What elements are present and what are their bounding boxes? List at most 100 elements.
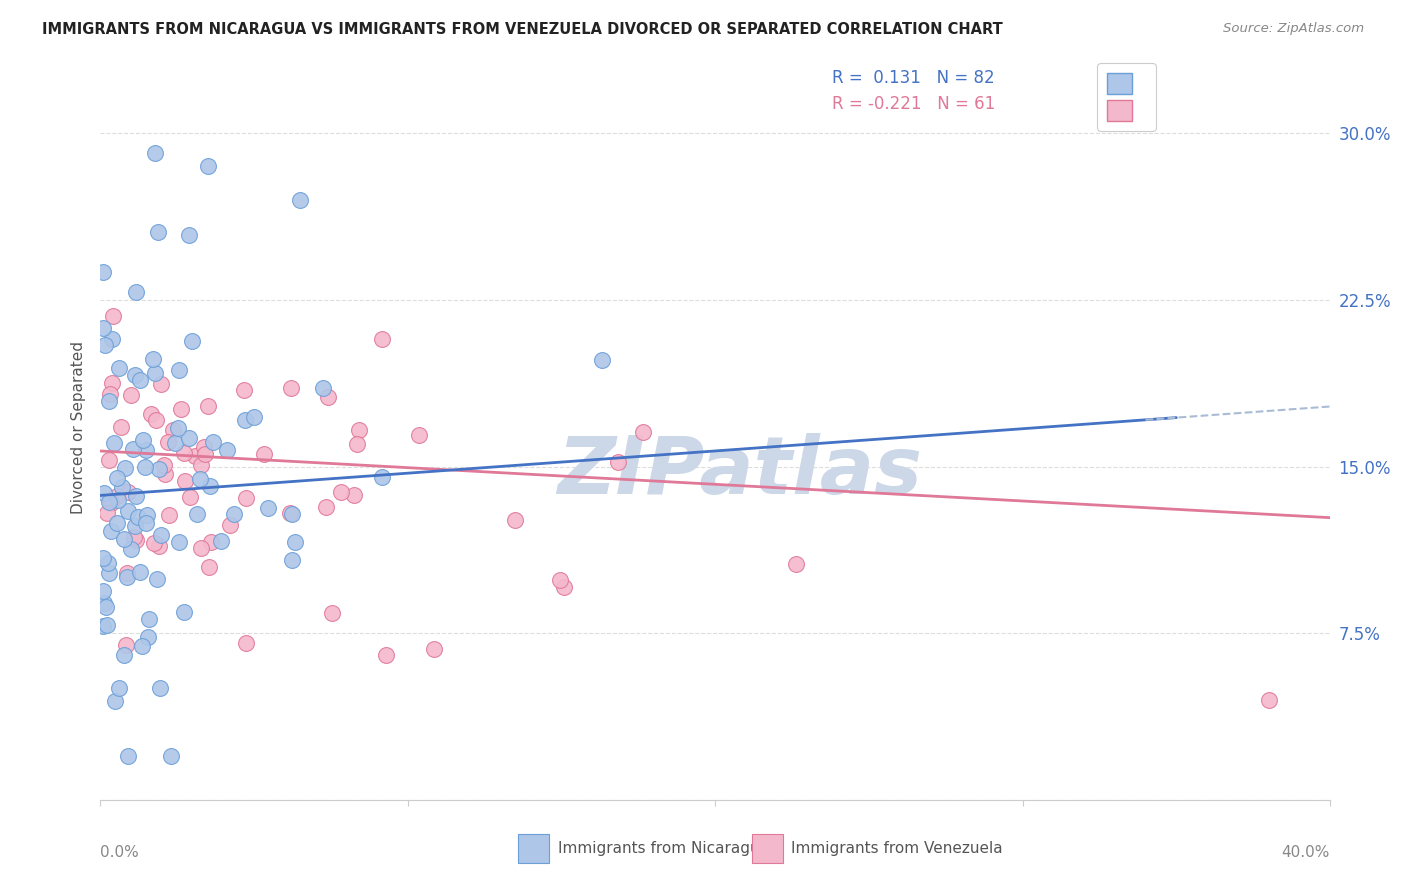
Point (183, 449, 205, 463)
Point (127, 509, 149, 524)
Point (135, 516, 157, 530)
Point (120, 541, 142, 556)
Point (153, 458, 176, 473)
Point (124, 368, 146, 383)
Point (128, 566, 150, 580)
Point (219, 518, 242, 533)
Point (122, 442, 145, 456)
Point (257, 501, 280, 516)
Point (111, 480, 134, 494)
Text: ZIPatlas: ZIPatlas (557, 434, 922, 511)
Point (131, 639, 153, 653)
Point (318, 390, 340, 404)
Point (98, 394, 121, 409)
Point (101, 376, 124, 390)
Point (243, 409, 266, 424)
Point (125, 533, 148, 547)
Point (93, 596, 115, 610)
Point (215, 443, 238, 458)
Text: Source: ZipAtlas.com: Source: ZipAtlas.com (1223, 22, 1364, 36)
Point (150, 376, 173, 391)
Point (146, 225, 169, 239)
Point (232, 383, 254, 397)
Point (315, 500, 337, 514)
Point (209, 534, 232, 549)
Point (124, 530, 146, 544)
Point (98, 566, 121, 580)
Point (173, 605, 195, 619)
Point (284, 535, 307, 549)
Point (160, 748, 183, 763)
Point (117, 569, 139, 583)
Text: IMMIGRANTS FROM NICARAGUA VS IMMIGRANTS FROM VENEZUELA DIVORCED OR SEPARATED COR: IMMIGRANTS FROM NICARAGUA VS IMMIGRANTS … (42, 22, 1002, 37)
Text: Immigrants from Nicaragua: Immigrants from Nicaragua (558, 841, 769, 856)
Point (136, 508, 159, 522)
Point (110, 420, 132, 434)
Point (157, 508, 180, 523)
Point (108, 681, 131, 695)
Text: Immigrants from Venezuela: Immigrants from Venezuela (792, 841, 1002, 856)
Point (235, 412, 257, 426)
Point (100, 496, 122, 510)
Point (278, 506, 301, 520)
Point (280, 381, 302, 395)
Point (101, 310, 124, 324)
Point (101, 332, 124, 346)
Point (167, 534, 190, 549)
Point (96, 618, 118, 632)
Point (100, 524, 122, 538)
Point (145, 413, 167, 427)
Point (124, 519, 146, 533)
Point (134, 460, 156, 475)
Point (194, 447, 217, 461)
Point (114, 638, 136, 652)
Point (143, 366, 166, 380)
Point (169, 402, 191, 417)
Point (148, 539, 170, 553)
Text: 40.0%: 40.0% (1282, 845, 1330, 860)
Point (177, 431, 200, 445)
Point (188, 472, 211, 486)
Point (167, 363, 190, 377)
Point (281, 552, 304, 566)
Point (346, 437, 368, 451)
Point (321, 607, 343, 621)
Point (104, 694, 127, 708)
Point (138, 612, 160, 626)
Point (91, 320, 114, 334)
Point (91, 265, 114, 279)
Point (222, 507, 245, 521)
Point (105, 489, 128, 503)
Point (97, 556, 120, 570)
Point (91, 584, 114, 599)
Point (177, 228, 200, 243)
Point (591, 352, 613, 367)
Point (105, 516, 128, 531)
Point (114, 461, 136, 475)
Point (202, 434, 225, 449)
Point (103, 435, 125, 450)
Point (107, 492, 129, 507)
Point (186, 508, 208, 522)
FancyBboxPatch shape (519, 834, 550, 863)
Text: 0.0%: 0.0% (100, 845, 139, 860)
FancyBboxPatch shape (752, 834, 783, 863)
Point (288, 193, 311, 207)
Point (157, 434, 180, 449)
Legend: , : , (1097, 63, 1156, 131)
Point (125, 489, 148, 503)
Point (142, 351, 165, 366)
Point (548, 573, 571, 587)
Point (120, 388, 142, 402)
Point (129, 373, 152, 387)
Point (93, 338, 115, 352)
Point (197, 399, 219, 413)
Point (115, 566, 138, 581)
Point (139, 407, 162, 421)
Point (117, 748, 139, 763)
Point (347, 423, 370, 437)
Point (200, 535, 222, 549)
Point (145, 146, 167, 161)
Point (117, 484, 139, 499)
Point (91, 550, 114, 565)
